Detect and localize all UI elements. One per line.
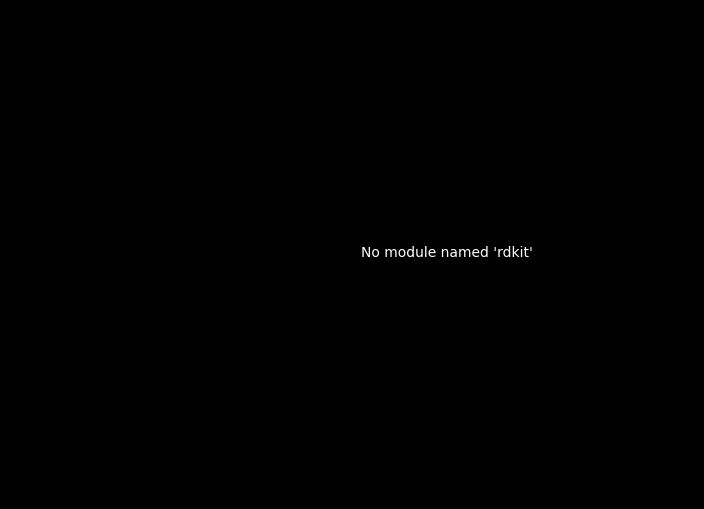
Text: No module named 'rdkit': No module named 'rdkit' bbox=[361, 246, 533, 260]
